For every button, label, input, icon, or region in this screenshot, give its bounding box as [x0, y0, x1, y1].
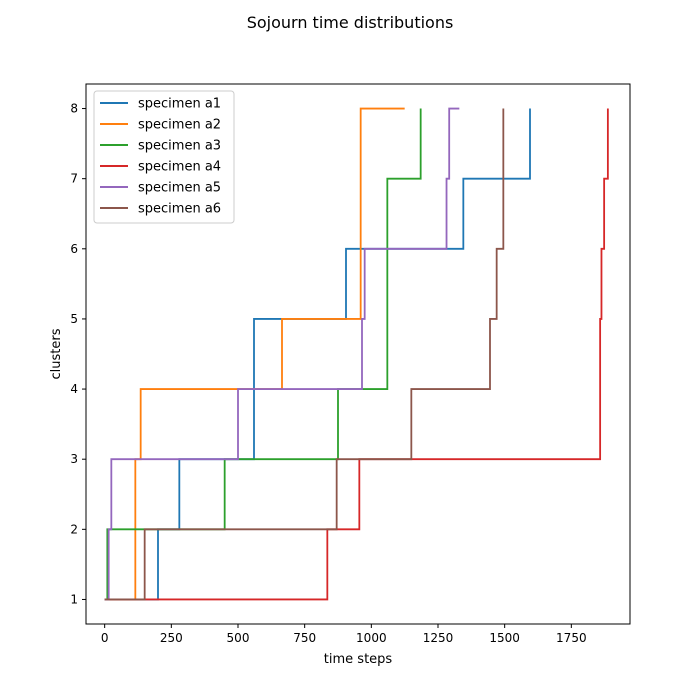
x-tick-label: 1250 [423, 631, 454, 645]
x-axis-label: time steps [324, 652, 393, 667]
series-line-5 [104, 107, 460, 601]
series-line-6 [104, 108, 505, 601]
y-tick-label: 4 [70, 382, 78, 396]
legend-label-1: specimen a1 [138, 97, 221, 112]
y-tick-label: 5 [70, 312, 78, 326]
y-tick-label: 3 [70, 452, 78, 466]
chart-title: Sojourn time distributions [247, 13, 454, 32]
legend-label-2: specimen a2 [138, 118, 221, 133]
y-tick-label: 7 [70, 172, 78, 186]
x-tick-label: 250 [160, 631, 183, 645]
x-tick-label: 750 [293, 631, 316, 645]
y-tick-label: 8 [70, 102, 78, 116]
legend-box [93, 90, 235, 224]
x-tick-label: 1000 [356, 631, 387, 645]
x-tick-label: 500 [227, 631, 250, 645]
legend-label-4: specimen a4 [138, 160, 221, 175]
x-tick-label: 0 [101, 631, 109, 645]
axes-frame [85, 83, 631, 625]
x-tick-label: 1750 [556, 631, 587, 645]
y-axis-label: clusters [49, 328, 64, 379]
y-tick-label: 2 [70, 522, 78, 536]
legend-label-6: specimen a6 [138, 202, 221, 217]
x-tick-label: 1500 [489, 631, 520, 645]
legend-label-5: specimen a5 [138, 181, 221, 196]
y-tick-label: 1 [70, 592, 78, 606]
legend: specimen a1 specimen a2 specimen a3 specime… [93, 90, 235, 224]
legend-label-3: specimen a3 [138, 139, 221, 154]
y-tick-label: 6 [70, 242, 78, 256]
plot-area: 0 250 500 750 1000 1250 1500 1750 1 2 3 4 5 6 7 8 [70, 83, 631, 645]
